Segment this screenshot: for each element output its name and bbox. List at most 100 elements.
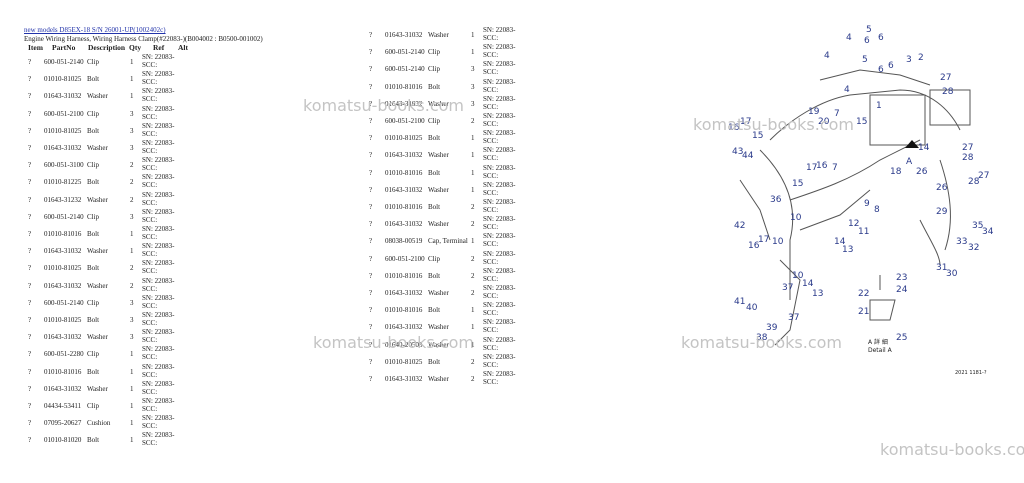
callout: 6 bbox=[878, 65, 884, 75]
part-no: 01643-31232 bbox=[44, 195, 82, 204]
callout: 7 bbox=[834, 109, 840, 119]
part-no: 600-051-2100 bbox=[44, 109, 84, 118]
watermark: komatsu-books.com bbox=[303, 96, 464, 115]
part-no: 01643-31032 bbox=[385, 151, 423, 160]
callout: 41 bbox=[734, 297, 745, 307]
description: Washer bbox=[87, 384, 108, 393]
qty: 1 bbox=[130, 402, 134, 410]
part-no: 01643-31032 bbox=[385, 31, 423, 39]
qty: 1 bbox=[471, 237, 475, 246]
callout: 32 bbox=[968, 243, 979, 253]
qty: 1 bbox=[130, 92, 134, 101]
item: ? bbox=[369, 254, 373, 263]
description: Washer bbox=[87, 281, 108, 290]
column-header: PartNo bbox=[52, 43, 76, 52]
harness-drawing bbox=[739, 69, 971, 346]
description: Cushion bbox=[87, 419, 111, 428]
callout: 19 bbox=[808, 107, 820, 117]
item: ? bbox=[28, 316, 32, 324]
item: ? bbox=[28, 298, 32, 307]
callout: 6 bbox=[888, 61, 894, 71]
description: Bolt bbox=[87, 75, 100, 84]
qty: 2 bbox=[130, 281, 134, 290]
callout: 40 bbox=[746, 303, 758, 313]
item: ? bbox=[369, 203, 373, 211]
part-no: 600-051-2140 bbox=[385, 48, 425, 57]
qty: 3 bbox=[130, 298, 134, 307]
qty: 1 bbox=[471, 31, 475, 39]
item: ? bbox=[28, 350, 32, 359]
callout: 9 bbox=[864, 199, 870, 209]
part-no: 600-051-2100 bbox=[385, 254, 425, 263]
part-no: 01010-81016 bbox=[44, 230, 82, 238]
qty: 3 bbox=[130, 316, 134, 324]
description: Bolt bbox=[87, 436, 100, 445]
callout: 14 bbox=[918, 143, 930, 153]
item: ? bbox=[369, 271, 373, 280]
callout: 27 bbox=[940, 73, 951, 83]
part-no: 01643-31032 bbox=[385, 99, 423, 108]
ref: SN: 22083-SCC: bbox=[142, 173, 175, 190]
item: ? bbox=[28, 109, 32, 118]
item: ? bbox=[28, 212, 32, 221]
item: ? bbox=[369, 82, 373, 91]
callout: 44 bbox=[742, 151, 754, 161]
ref: SN: 22083-SCC: bbox=[142, 276, 175, 293]
callout: 7 bbox=[832, 163, 838, 173]
qty: 3 bbox=[471, 65, 475, 74]
description: Bolt bbox=[87, 126, 100, 135]
item: ? bbox=[369, 65, 373, 74]
part-no: 01643-31032 bbox=[385, 185, 423, 194]
callout: 31 bbox=[936, 263, 947, 273]
ref: SN: 22083-SCC: bbox=[142, 414, 175, 431]
qty: 2 bbox=[130, 264, 134, 273]
callout: 20 bbox=[818, 117, 830, 127]
callout: 15 bbox=[752, 131, 763, 141]
part-no: 01643-31032 bbox=[385, 375, 423, 383]
item: ? bbox=[369, 220, 373, 229]
part-no: 01010-81025 bbox=[44, 264, 82, 273]
item: ? bbox=[369, 289, 373, 297]
description: Bolt bbox=[428, 271, 441, 280]
callout: 37 bbox=[788, 313, 799, 323]
header-link[interactable]: new models D85EX-18 S/N 26001-UP(1002402… bbox=[24, 26, 166, 34]
qty: 3 bbox=[130, 109, 134, 118]
part-no: 01643-31032 bbox=[44, 144, 82, 152]
callout: 39 bbox=[766, 323, 778, 333]
ref: SN: 22083-SCC: bbox=[483, 146, 516, 163]
item: ? bbox=[369, 151, 373, 160]
column-header: Description bbox=[88, 43, 126, 52]
description: Washer bbox=[87, 333, 108, 342]
callout: 6 bbox=[864, 36, 870, 46]
ref: SN: 22083-SCC: bbox=[483, 26, 516, 42]
description: Clip bbox=[428, 117, 441, 125]
ref: SN: 22083-SCC: bbox=[142, 345, 175, 362]
callout: 26 bbox=[916, 167, 928, 177]
ref: SN: 22083-SCC: bbox=[142, 190, 175, 207]
callout: 16 bbox=[816, 161, 828, 171]
description: Bolt bbox=[428, 134, 441, 143]
part-no: 01010-81020 bbox=[44, 436, 82, 445]
part-no: 01643-31032 bbox=[44, 247, 82, 256]
item: ? bbox=[28, 367, 32, 376]
ref: SN: 22083-SCC: bbox=[142, 431, 175, 448]
description: Clip bbox=[87, 350, 100, 359]
callout: 42 bbox=[734, 221, 745, 231]
ref: SN: 22083-SCC: bbox=[142, 53, 175, 69]
part-no: 01643-31032 bbox=[385, 323, 423, 332]
description: Bolt bbox=[87, 264, 100, 273]
ref: SN: 22083-SCC: bbox=[483, 335, 516, 352]
description: Bolt bbox=[428, 306, 441, 315]
callout: 16 bbox=[728, 123, 740, 133]
ref: SN: 22083-SCC: bbox=[142, 121, 175, 138]
callout: 22 bbox=[858, 289, 869, 299]
qty: 1 bbox=[471, 151, 475, 160]
ref: SN: 22083-SCC: bbox=[142, 362, 175, 379]
item: ? bbox=[28, 92, 32, 101]
part-no: 600-051-3100 bbox=[44, 161, 84, 170]
description: Washer bbox=[87, 92, 108, 101]
description: Bolt bbox=[87, 316, 100, 324]
callout: 10 bbox=[792, 271, 804, 281]
item: ? bbox=[28, 333, 32, 342]
